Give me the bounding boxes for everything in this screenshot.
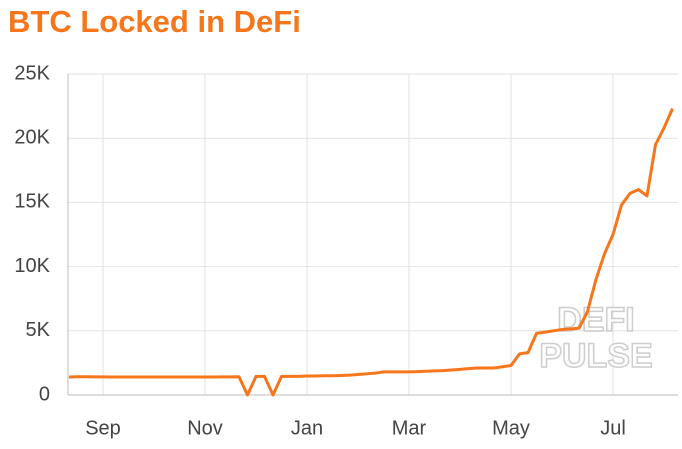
chart-title: BTC Locked in DeFi [8,4,301,39]
x-tick-label: Mar [392,417,427,439]
y-tick-label: 10K [14,255,50,277]
x-tick-label: May [492,417,530,439]
watermark: DEFI [557,301,634,339]
y-tick-label: 0 [39,383,50,405]
y-tick-label: 20K [14,126,50,148]
y-tick-label: 25K [14,62,50,84]
x-tick-label: Jan [291,417,323,439]
x-tick-label: Nov [187,417,223,439]
x-tick-label: Sep [85,417,121,439]
data-line [68,108,674,397]
watermark: PULSE [539,337,652,375]
x-tick-label: Jul [600,417,626,439]
y-tick-label: 5K [26,319,51,341]
y-tick-label: 15K [14,191,50,213]
